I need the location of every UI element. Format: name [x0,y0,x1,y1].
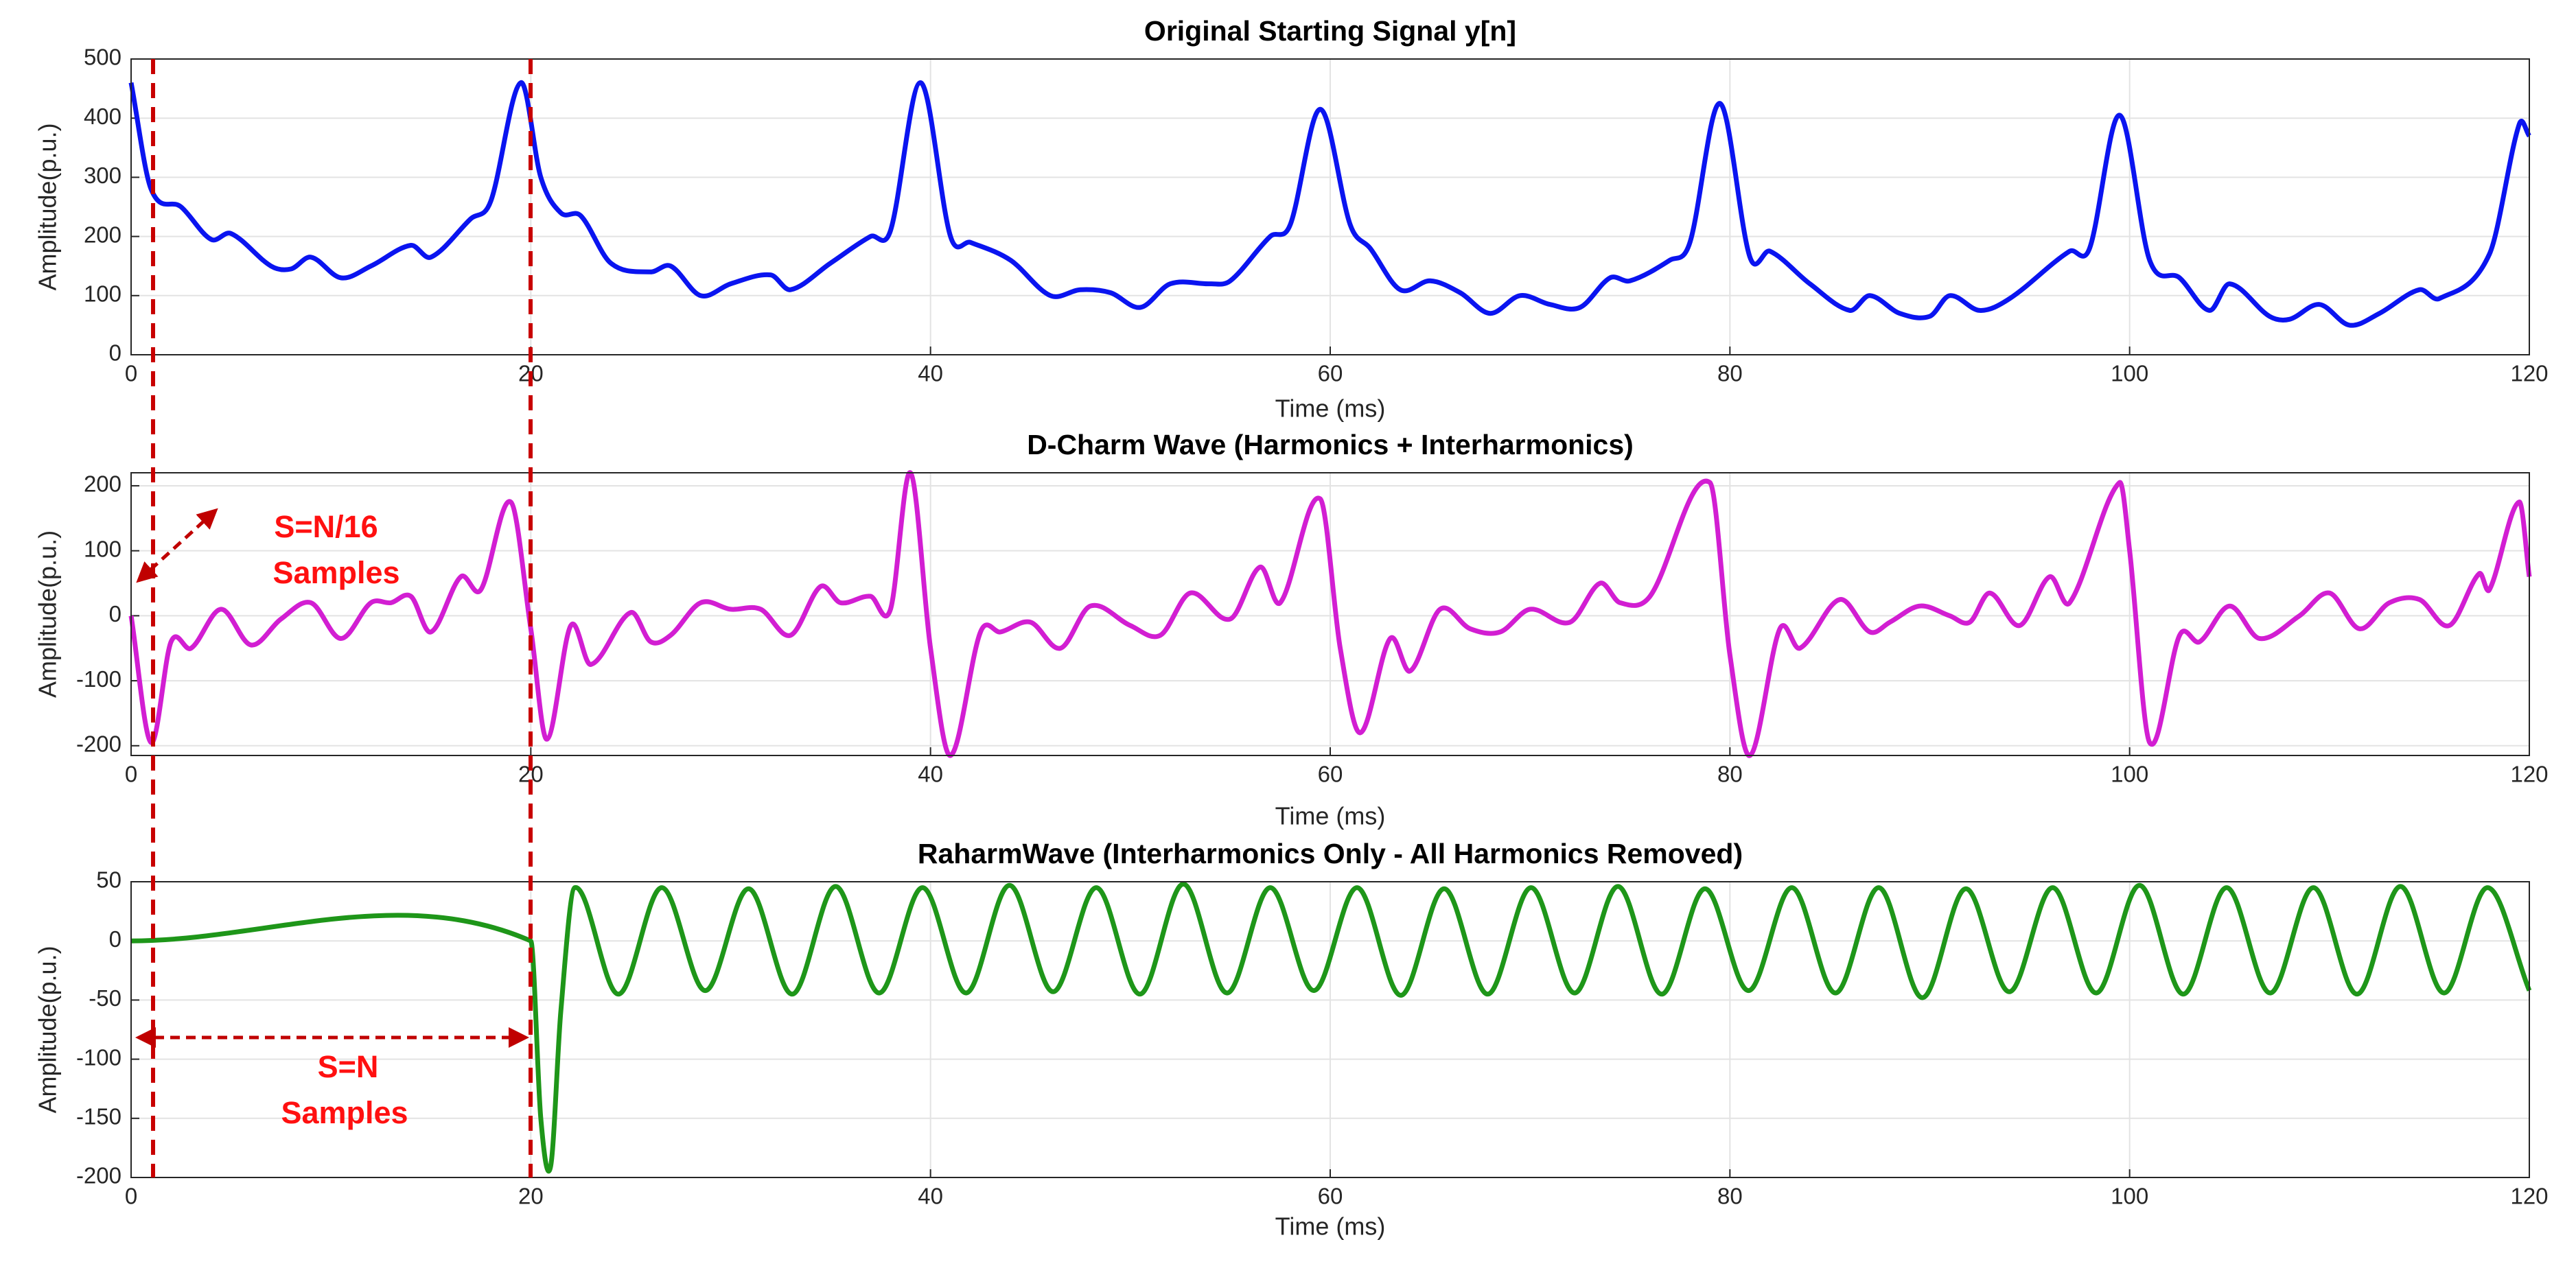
y-tick-label: -100 [76,666,121,692]
charts: 0204060801001200100200300400500Original … [34,15,2549,1241]
x-tick-label: 100 [2111,1184,2148,1209]
x-tick-label: 120 [2510,1184,2548,1209]
signal-line [128,80,2531,328]
y-tick-label: 0 [109,340,121,366]
y-tick-label: 100 [84,536,121,561]
y-tick-label: 400 [84,104,121,129]
x-tick-label: 100 [2111,361,2148,386]
x-tick-label: 60 [1318,762,1343,787]
x-tick-label: 80 [1717,361,1743,386]
y-tick-label: -200 [76,1163,121,1188]
x-tick-label: 120 [2510,762,2548,787]
plot-frame [130,881,2530,1178]
y-tick-label: 500 [84,45,121,70]
chart-title: Original Starting Signal y[n] [1144,15,1516,47]
y-tick-label: 0 [109,926,121,952]
annotation: Samples [272,555,399,590]
chart-title: D-Charm Wave (Harmonics + Interharmonics… [1027,429,1634,460]
y-tick-label: 200 [84,222,121,247]
annotation-layer: S=N/16 Samples S=N Samples [135,59,533,1177]
plot-frame [130,472,2530,756]
x-tick-label: 60 [1318,1184,1343,1209]
y-tick-label: 300 [84,163,121,188]
x-axis-label: Time (ms) [1275,1212,1386,1241]
x-tick-label: 60 [1318,361,1343,386]
x-tick-label: 80 [1717,762,1743,787]
annotation: S=N [318,1049,379,1084]
x-axis-label: Time (ms) [1275,802,1386,830]
y-tick-label: -200 [76,731,121,757]
x-tick-label: 20 [518,1184,544,1209]
x-tick-label: 0 [125,361,137,386]
x-tick-label: 40 [918,361,943,386]
x-axis-label: Time (ms) [1275,395,1386,423]
plot-frame [130,58,2530,355]
x-tick-label: 120 [2510,361,2548,386]
y-axis-label: Amplitude(p.u.) [34,530,62,698]
x-tick-label: 0 [125,762,137,787]
subplot: 0204060801001200100200300400500Original … [34,15,2549,423]
x-tick-label: 40 [918,762,943,787]
annotation: S=N/16 [274,509,378,544]
y-tick-label: -150 [76,1104,121,1129]
y-tick-label: 200 [84,471,121,497]
span-arrow [136,508,218,583]
x-tick-label: 40 [918,1184,943,1209]
y-axis-label: Amplitude(p.u.) [34,946,62,1113]
x-tick-label: 100 [2111,762,2148,787]
y-tick-label: 100 [84,281,121,307]
y-axis-label: Amplitude(p.u.) [34,123,62,290]
annotation: Samples [281,1095,408,1130]
signal-line [130,881,2532,1174]
y-tick-label: -100 [76,1044,121,1070]
y-tick-label: 0 [109,601,121,626]
x-tick-label: 0 [125,1184,137,1209]
signal-line [128,470,2532,758]
y-tick-label: -50 [89,985,121,1011]
y-tick-label: 50 [96,867,121,893]
chart-title: RaharmWave (Interharmonics Only - All Ha… [918,838,1743,869]
x-tick-label: 80 [1717,1184,1743,1209]
